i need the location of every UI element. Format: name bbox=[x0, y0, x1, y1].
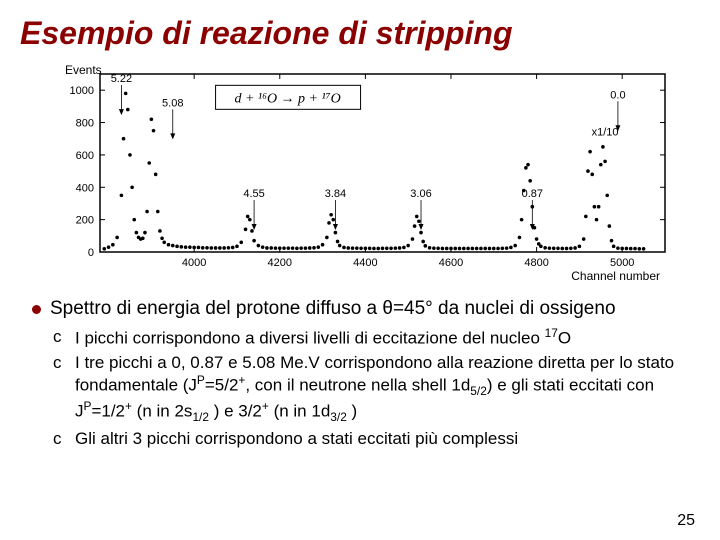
svg-text:3.06: 3.06 bbox=[410, 188, 431, 200]
svg-text:4400: 4400 bbox=[353, 257, 377, 269]
svg-text:0.0: 0.0 bbox=[610, 89, 625, 101]
slide-title: Esempio di reazione di stripping bbox=[20, 15, 700, 52]
svg-text:200: 200 bbox=[76, 215, 94, 227]
svg-text:4200: 4200 bbox=[268, 257, 292, 269]
svg-text:0.87: 0.87 bbox=[522, 188, 543, 200]
svg-text:400: 400 bbox=[76, 182, 94, 194]
svg-text:3.84: 3.84 bbox=[325, 188, 346, 200]
svg-text:4000: 4000 bbox=[182, 257, 206, 269]
sub-item: Gli altri 3 picchi corrispondono a stati… bbox=[75, 428, 700, 449]
svg-text:800: 800 bbox=[76, 118, 94, 130]
svg-text:4.55: 4.55 bbox=[243, 188, 264, 200]
svg-text:d + ¹⁶O → p + ¹⁷O: d + ¹⁶O → p + ¹⁷O bbox=[234, 91, 340, 106]
svg-text:4800: 4800 bbox=[524, 257, 548, 269]
svg-text:x1/10: x1/10 bbox=[592, 126, 619, 138]
chart-svg: 0 200 400 600 800 1000 4000 4200 4400 4600 4800 500… bbox=[40, 62, 680, 282]
svg-text:1000: 1000 bbox=[70, 85, 94, 97]
sub-item: I picchi corrispondono a diversi livelli… bbox=[75, 326, 700, 349]
spectrum-chart: 0 200 400 600 800 1000 4000 4200 4400 4600 4800 500… bbox=[40, 62, 680, 282]
svg-text:Events: Events bbox=[65, 63, 102, 77]
svg-text:5.08: 5.08 bbox=[162, 97, 183, 109]
svg-text:5.22: 5.22 bbox=[111, 73, 132, 85]
sub-item: I tre picchi a 0, 0.87 e 5.08 Me.V corri… bbox=[75, 352, 700, 425]
svg-text:600: 600 bbox=[76, 150, 94, 162]
sub-item-list: I picchi corrispondono a diversi livelli… bbox=[20, 326, 700, 449]
page-number: 25 bbox=[677, 512, 695, 530]
svg-text:0: 0 bbox=[88, 247, 94, 259]
svg-text:4600: 4600 bbox=[439, 257, 463, 269]
svg-text:Channel number: Channel number bbox=[571, 269, 660, 282]
svg-text:5000: 5000 bbox=[610, 257, 634, 269]
main-description: Spettro di energia del protone diffuso a… bbox=[50, 297, 700, 322]
